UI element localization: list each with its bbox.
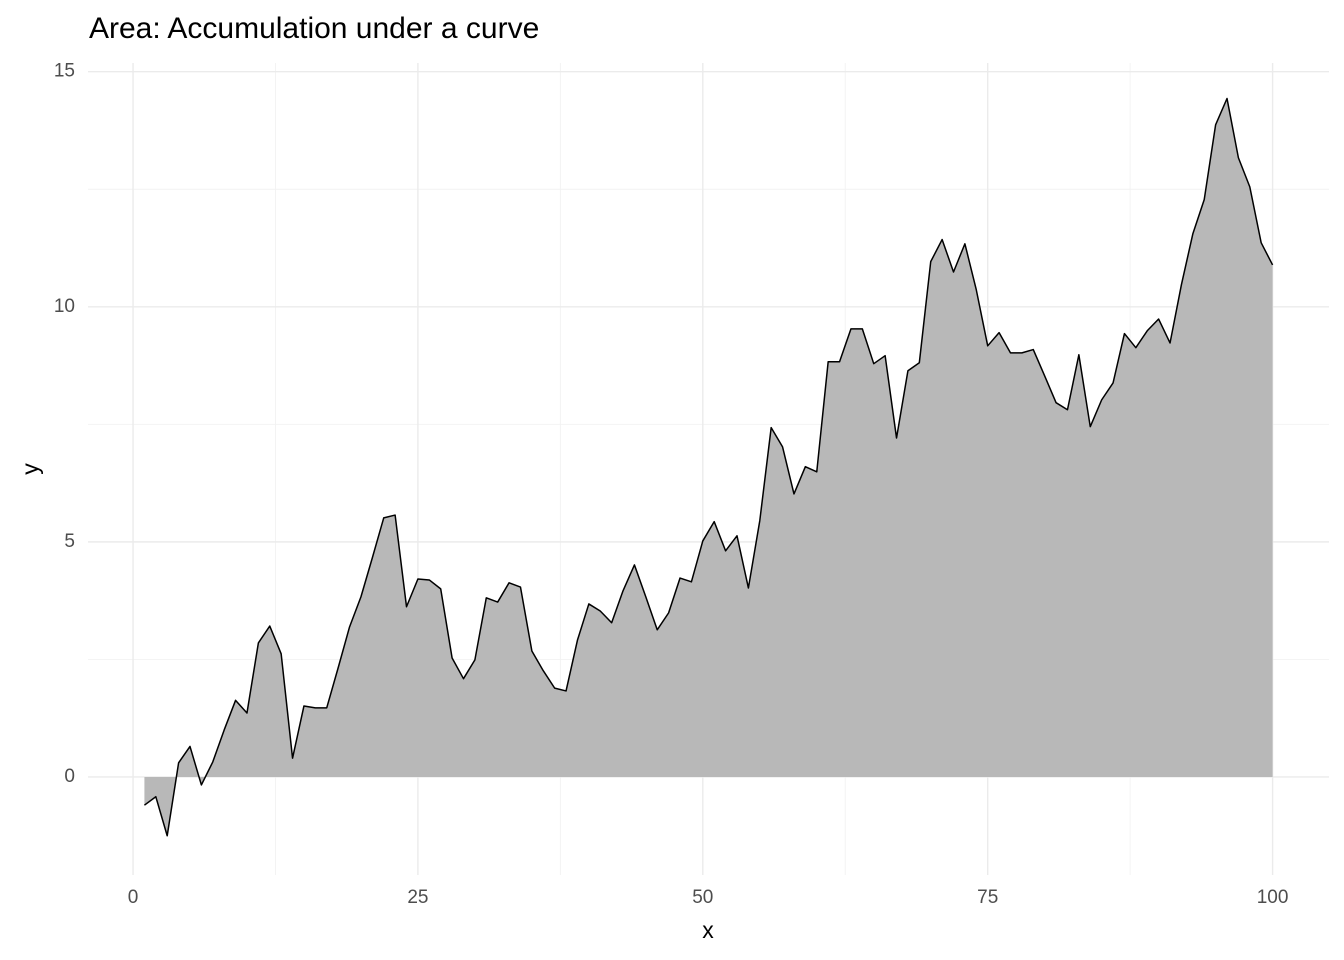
x-tick-label: 100 [1257, 887, 1289, 908]
x-tick-label: 0 [128, 887, 139, 908]
x-tick-label: 75 [977, 887, 998, 908]
y-tick-label: 5 [64, 531, 75, 552]
chart-title: Area: Accumulation under a curve [89, 12, 539, 45]
x-tick-label: 25 [407, 887, 428, 908]
x-tick-label: 50 [692, 887, 713, 908]
y-axis-title: y [17, 463, 43, 475]
y-tick-label: 15 [54, 61, 75, 82]
area-fill [144, 98, 1273, 836]
x-axis-title: x [702, 917, 714, 943]
area-line [143, 97, 1274, 837]
y-tick-label: 0 [64, 766, 75, 787]
y-tick-label: 10 [54, 296, 75, 317]
